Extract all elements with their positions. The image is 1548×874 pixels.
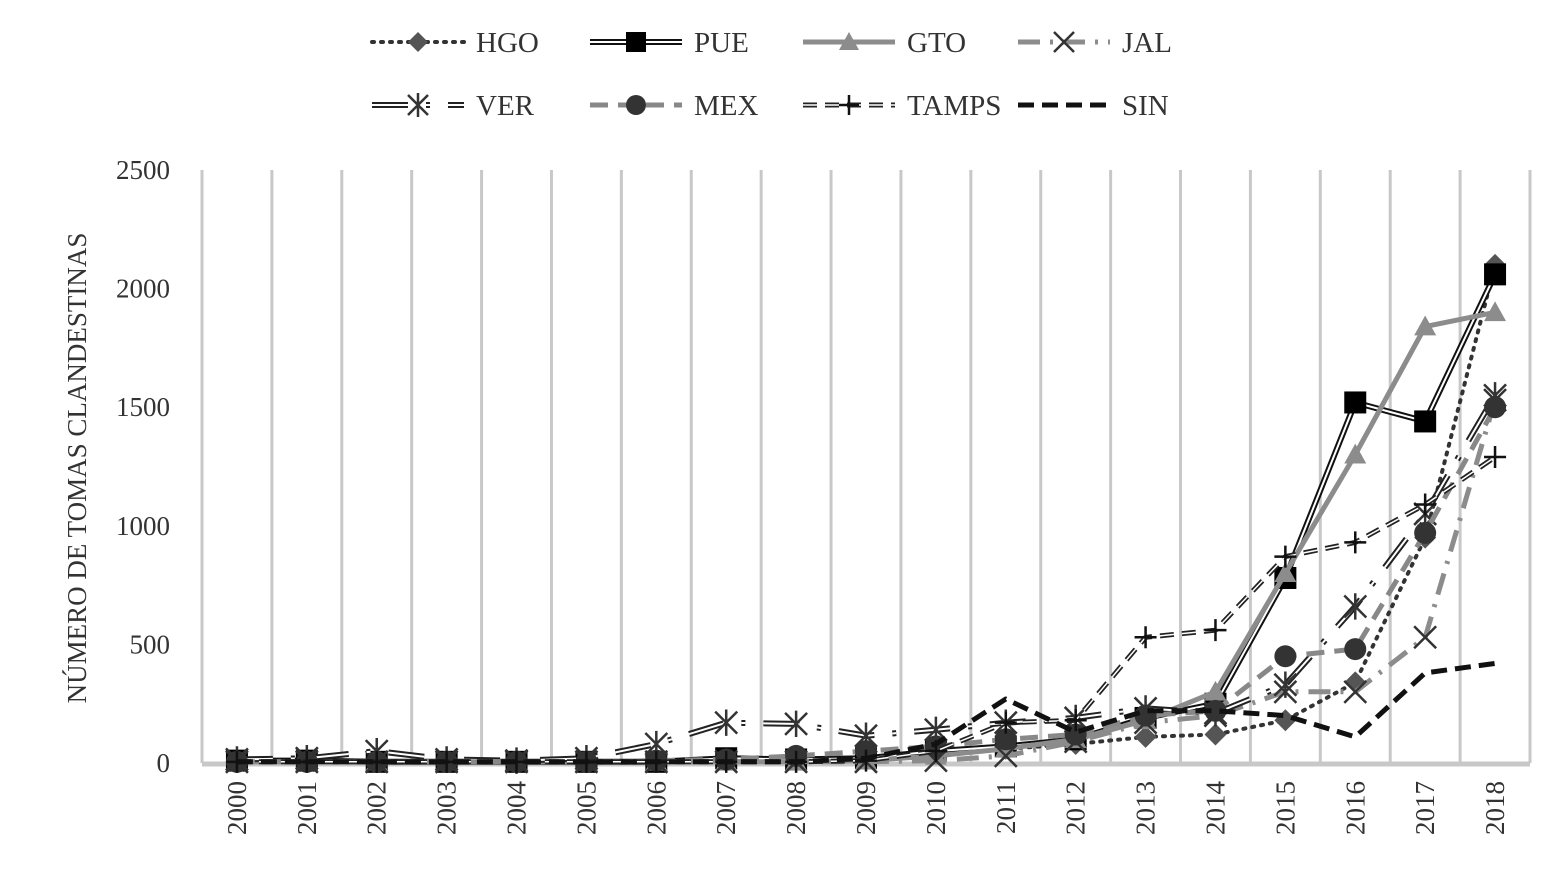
legend-label-hgo: HGO — [476, 27, 539, 59]
data-point-tamps — [994, 711, 1017, 734]
x-tick-label: 2001 — [292, 781, 322, 835]
y-tick-label: 0 — [157, 748, 171, 778]
series-line-sin — [236, 660, 1496, 765]
y-tick-label: 2500 — [116, 155, 170, 185]
legend-label-ver: VER — [476, 90, 535, 122]
legend-item-hgo: HGO — [370, 27, 539, 59]
data-point-hgo — [1204, 723, 1227, 746]
legend-label-gto: GTO — [907, 27, 966, 59]
data-point-mex — [994, 728, 1017, 751]
legend-label-mex: MEX — [694, 90, 759, 122]
legend-label-jal: JAL — [1122, 27, 1172, 59]
legend-marker-gto — [839, 32, 859, 50]
x-tick-label: 2013 — [1131, 781, 1161, 835]
data-point-gto — [1204, 680, 1227, 701]
data-point-tamps — [1274, 545, 1297, 568]
x-tick-label: 2017 — [1410, 781, 1440, 835]
data-point-mex — [1204, 699, 1227, 722]
x-tick-label: 2014 — [1200, 781, 1230, 836]
data-point-pue — [1484, 263, 1507, 286]
data-point-gto — [1484, 301, 1507, 322]
data-point-jal — [1413, 625, 1438, 650]
legend-marker-pue — [626, 32, 646, 52]
legend-item-gto: GTO — [803, 27, 966, 59]
data-point-hgo — [1134, 725, 1157, 748]
legend-marker-hgo — [408, 32, 428, 52]
data-point-gto — [1274, 562, 1297, 583]
data-point-ver — [1343, 593, 1368, 620]
y-tick-label: 1000 — [116, 511, 170, 541]
legend-marker-ver — [407, 93, 429, 117]
legend-item-sin: SIN — [1018, 90, 1169, 122]
legend-label-tamps: TAMPS — [907, 90, 1001, 122]
data-point-gto — [1344, 443, 1367, 464]
data-point-tamps — [1204, 619, 1227, 642]
data-point-pue — [1414, 410, 1437, 433]
data-point-mex — [1484, 396, 1507, 419]
y-tick-label: 500 — [130, 629, 171, 659]
data-point-pue — [1344, 391, 1367, 414]
legend-item-mex: MEX — [590, 90, 759, 122]
data-point-mex — [1344, 638, 1367, 661]
legend: HGO PUE GTO JAL VER MEX TAMPS SIN — [370, 27, 1172, 122]
x-tick-label: 2006 — [641, 781, 671, 835]
legend-marker-jal — [1053, 31, 1075, 53]
series-layer — [225, 253, 1507, 774]
data-point-ver — [784, 710, 808, 738]
series-sin — [236, 660, 1496, 765]
x-tick-label: 2012 — [1061, 781, 1091, 835]
data-point-tamps — [1344, 531, 1367, 554]
x-tick-label: 2018 — [1480, 781, 1510, 835]
grid-layer — [200, 170, 1532, 763]
data-point-tamps — [1064, 709, 1087, 732]
x-tick-label: 2011 — [991, 781, 1021, 834]
x-tick-label: 2008 — [781, 781, 811, 835]
x-tick-label: 2015 — [1270, 781, 1300, 835]
x-tick-label: 2016 — [1340, 781, 1370, 835]
data-point-tamps — [1414, 493, 1437, 516]
data-point-ver — [1273, 671, 1298, 698]
x-tick-label: 2000 — [222, 781, 252, 835]
x-tick-label: 2003 — [432, 781, 462, 835]
legend-label-sin: SIN — [1122, 90, 1169, 122]
x-tick-label: 2009 — [851, 781, 881, 835]
data-point-jal — [1343, 679, 1368, 704]
legend-item-tamps: TAMPS — [803, 90, 1001, 122]
data-point-mex — [1414, 521, 1437, 544]
data-point-jal — [993, 744, 1018, 768]
legend-item-pue: PUE — [590, 27, 749, 59]
legend-label-pue: PUE — [694, 27, 749, 59]
x-tick-label: 2010 — [921, 781, 951, 835]
y-tick-label: 1500 — [116, 392, 170, 422]
legend-marker-tamps — [839, 95, 859, 115]
legend-marker-mex — [626, 95, 646, 115]
x-tick-label: 2005 — [571, 781, 601, 835]
data-point-gto — [1414, 315, 1437, 336]
y-axis-title: NÚMERO DE TOMAS CLANDESTINAS — [62, 233, 92, 704]
legend-item-ver: VER — [372, 90, 535, 122]
x-tick-label: 2004 — [502, 781, 532, 836]
y-tick-label: 2000 — [116, 274, 170, 304]
x-tick-label: 2007 — [711, 781, 741, 835]
data-point-tamps — [1484, 446, 1507, 469]
data-point-mex — [1274, 645, 1297, 668]
x-tick-label: 2002 — [362, 781, 392, 835]
data-point-tamps — [1134, 626, 1157, 649]
data-point-ver — [714, 709, 739, 736]
legend-item-jal: JAL — [1018, 27, 1172, 59]
